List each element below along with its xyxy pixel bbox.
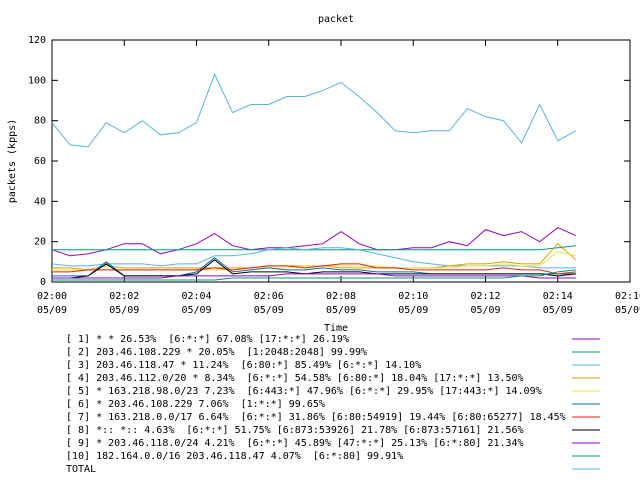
- y-tick-label: 0: [40, 277, 46, 288]
- x-axis-label: Time: [324, 323, 348, 334]
- legend-label: TOTAL: [66, 464, 96, 475]
- x-tick-label: 02:14: [543, 291, 573, 302]
- x-tick-date: 05/09: [470, 305, 500, 316]
- legend-label: [ 7] * 163.218.0.0/17 6.64% [6:*:*] 31.8…: [66, 412, 566, 423]
- y-tick-label: 60: [34, 156, 46, 167]
- series-line: [52, 269, 576, 281]
- x-tick-date: 05/09: [181, 305, 211, 316]
- x-tick-date: 05/09: [326, 305, 356, 316]
- legend-label: [ 5] * 163.218.98.0/23 7.23% [6:443:*] 4…: [66, 386, 542, 397]
- x-tick-label: 02:02: [109, 291, 139, 302]
- legend-label: [ 2] 203.46.108.229 * 20.05% [1:2048:204…: [66, 347, 367, 358]
- x-tick-label: 02:08: [326, 291, 356, 302]
- x-tick-label: 02:04: [181, 291, 211, 302]
- x-tick-date: 05/09: [254, 305, 284, 316]
- legend-label: [10] 182.164.0.0/16 203.46.118.47 4.07% …: [66, 451, 403, 462]
- chart-title: packet: [318, 14, 354, 25]
- legend-label: [ 9] * 203.46.118.0/24 4.21% [6:*:*] 45.…: [66, 438, 524, 449]
- x-tick-label: 02:16: [615, 291, 640, 302]
- legend-label: [ 6] * 203.46.108.229 7.06% [1:*:*] 99.6…: [66, 399, 325, 410]
- y-tick-label: 100: [28, 75, 46, 86]
- x-tick-date: 05/09: [109, 305, 139, 316]
- y-tick-label: 40: [34, 196, 46, 207]
- x-tick-label: 02:00: [37, 291, 67, 302]
- series-line: [51, 73, 577, 148]
- series-line: [52, 263, 576, 275]
- x-tick-date: 05/09: [615, 305, 640, 316]
- series-line: [52, 245, 576, 251]
- x-tick-label: 02:06: [254, 291, 284, 302]
- legend-label: [ 8] *:: *:: 4.63% [6:*:*] 51.75% [6:873…: [66, 425, 524, 436]
- y-tick-label: 20: [34, 237, 46, 248]
- x-tick-label: 02:10: [398, 291, 428, 302]
- legend-label: [ 3] 203.46.118.47 * 11.24% [6:80:*] 85.…: [66, 360, 421, 371]
- series-line: [52, 259, 576, 279]
- series-line: [52, 273, 576, 279]
- series-line: [51, 227, 577, 257]
- x-tick-date: 05/09: [398, 305, 428, 316]
- y-tick-label: 120: [28, 35, 46, 46]
- x-tick-date: 05/09: [37, 305, 67, 316]
- x-tick-date: 05/09: [543, 305, 573, 316]
- legend-label: [ 4] 203.46.112.0/20 * 8.34% [6:*:*] 54.…: [66, 373, 524, 384]
- y-axis-label: packets (kpps): [7, 119, 18, 203]
- legend-label: [ 1] * * 26.53% [6:*:*] 67.08% [17:*:*] …: [66, 334, 349, 345]
- y-tick-label: 80: [34, 116, 46, 127]
- x-tick-label: 02:12: [470, 291, 500, 302]
